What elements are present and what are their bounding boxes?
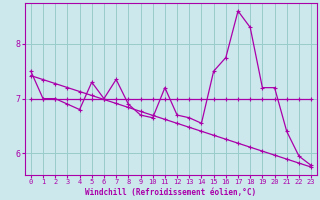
X-axis label: Windchill (Refroidissement éolien,°C): Windchill (Refroidissement éolien,°C) [85,188,257,197]
